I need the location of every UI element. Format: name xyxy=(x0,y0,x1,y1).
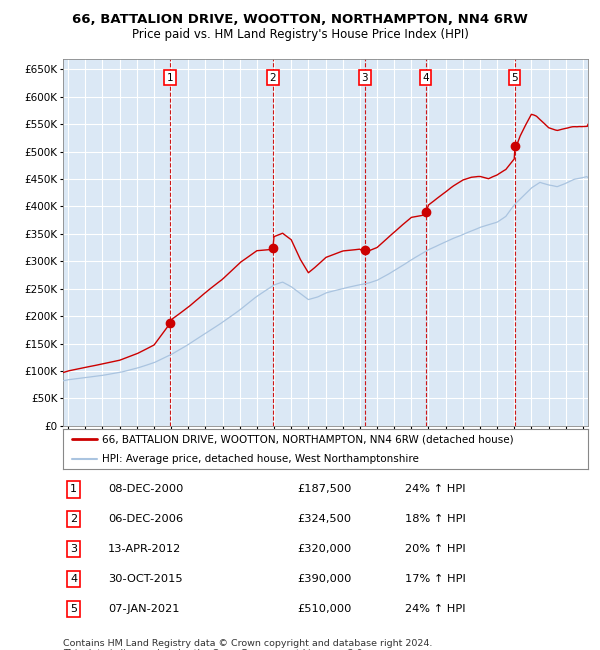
Text: 3: 3 xyxy=(361,73,368,83)
Text: 20% ↑ HPI: 20% ↑ HPI xyxy=(405,544,466,554)
Text: 3: 3 xyxy=(70,544,77,554)
Text: Price paid vs. HM Land Registry's House Price Index (HPI): Price paid vs. HM Land Registry's House … xyxy=(131,28,469,41)
Text: 17% ↑ HPI: 17% ↑ HPI xyxy=(405,574,466,584)
Text: 66, BATTALION DRIVE, WOOTTON, NORTHAMPTON, NN4 6RW (detached house): 66, BATTALION DRIVE, WOOTTON, NORTHAMPTO… xyxy=(103,434,514,444)
Text: 5: 5 xyxy=(70,604,77,614)
Text: 24% ↑ HPI: 24% ↑ HPI xyxy=(405,484,466,495)
Text: £187,500: £187,500 xyxy=(297,484,352,495)
Text: £510,000: £510,000 xyxy=(297,604,352,614)
Text: 1: 1 xyxy=(167,73,173,83)
Text: 1: 1 xyxy=(70,484,77,495)
Text: 66, BATTALION DRIVE, WOOTTON, NORTHAMPTON, NN4 6RW: 66, BATTALION DRIVE, WOOTTON, NORTHAMPTO… xyxy=(72,13,528,26)
Text: 5: 5 xyxy=(511,73,518,83)
Text: 08-DEC-2000: 08-DEC-2000 xyxy=(108,484,184,495)
Text: 2: 2 xyxy=(70,514,77,525)
Text: £324,500: £324,500 xyxy=(297,514,351,525)
Text: 30-OCT-2015: 30-OCT-2015 xyxy=(108,574,182,584)
Text: 13-APR-2012: 13-APR-2012 xyxy=(108,544,181,554)
Text: HPI: Average price, detached house, West Northamptonshire: HPI: Average price, detached house, West… xyxy=(103,454,419,464)
Text: 2: 2 xyxy=(269,73,276,83)
Text: 4: 4 xyxy=(70,574,77,584)
Text: 4: 4 xyxy=(422,73,429,83)
Text: 24% ↑ HPI: 24% ↑ HPI xyxy=(405,604,466,614)
Text: 07-JAN-2021: 07-JAN-2021 xyxy=(108,604,179,614)
Text: Contains HM Land Registry data © Crown copyright and database right 2024.
This d: Contains HM Land Registry data © Crown c… xyxy=(63,639,433,650)
Text: £320,000: £320,000 xyxy=(297,544,351,554)
Text: 18% ↑ HPI: 18% ↑ HPI xyxy=(405,514,466,525)
Text: £390,000: £390,000 xyxy=(297,574,352,584)
Text: 06-DEC-2006: 06-DEC-2006 xyxy=(108,514,183,525)
